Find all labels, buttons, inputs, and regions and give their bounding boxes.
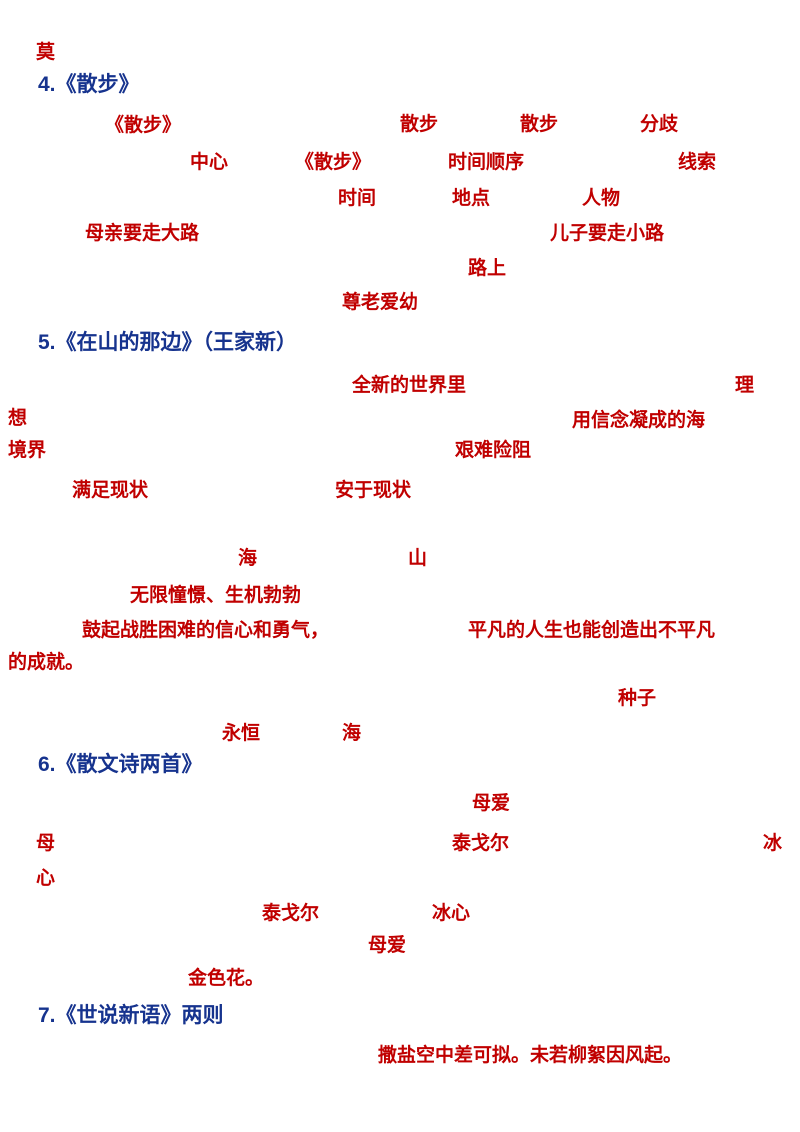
answer-text: 的成就。 (8, 652, 85, 673)
answer-text: 人物 (582, 188, 621, 209)
answer-text: 线索 (678, 152, 717, 173)
answer-text: 中心 (190, 152, 229, 173)
answer-text: 地点 (452, 188, 491, 209)
answer-text: 想 (8, 408, 28, 429)
answer-text: 无限憧憬、生机勃勃 (130, 585, 302, 606)
answer-text: 山 (408, 548, 428, 569)
answer-text: 路上 (468, 258, 507, 279)
answer-text: 撒盐空中差可拟。未若柳絮因风起。 (378, 1045, 683, 1066)
answer-text: 时间顺序 (448, 152, 525, 173)
answer-text: 尊老爱幼 (342, 292, 419, 313)
answer-text: 泰戈尔 (452, 833, 510, 854)
answer-text: 海 (342, 723, 362, 744)
answer-text: 散步 (400, 114, 439, 135)
answer-text: 艰难险阻 (455, 440, 532, 461)
answer-text: 散步 (520, 114, 559, 135)
answer-text: 永恒 (222, 723, 261, 744)
lesson-5-heading: 5.《在山的那边》（王家新） (38, 331, 298, 354)
answer-text: 儿子要走小路 (550, 223, 665, 244)
answer-text: 满足现状 (72, 480, 149, 501)
answer-text: 分歧 (640, 114, 679, 135)
answer-text: 泰戈尔 (262, 903, 320, 924)
answer-text: 心 (36, 868, 56, 889)
answer-text: 母 (36, 833, 56, 854)
answer-text: 时间 (338, 188, 377, 209)
answer-text: 《散步》 (105, 115, 182, 136)
answer-text: 种子 (618, 688, 657, 709)
answer-text: 理 (735, 375, 755, 396)
answer-text: 鼓起战胜困难的信心和勇气， (82, 620, 330, 641)
answer-text: 平凡的人生也能创造出不平凡 (468, 620, 716, 641)
answer-text: 全新的世界里 (352, 375, 467, 396)
lesson-4-heading: 4.《散步》 (38, 73, 140, 96)
answer-text: 母爱 (368, 935, 407, 956)
lesson-6-heading: 6.《散文诗两首》 (38, 753, 203, 776)
answer-text: 海 (238, 548, 258, 569)
answer-text: 境界 (8, 440, 47, 461)
answer-text: 母爱 (472, 793, 511, 814)
answer-text: 冰心 (432, 903, 471, 924)
lesson-7-heading: 7.《世说新语》两则 (38, 1004, 224, 1027)
answer-text: 金色花。 (188, 968, 265, 989)
answer-text: 安于现状 (335, 480, 412, 501)
answer-text: 用信念凝成的海 (572, 410, 706, 431)
answer-text: 莫 (36, 42, 56, 63)
answer-text: 母亲要走大路 (85, 223, 200, 244)
answer-text: 冰 (763, 833, 783, 854)
answer-text: 《散步》 (295, 152, 372, 173)
